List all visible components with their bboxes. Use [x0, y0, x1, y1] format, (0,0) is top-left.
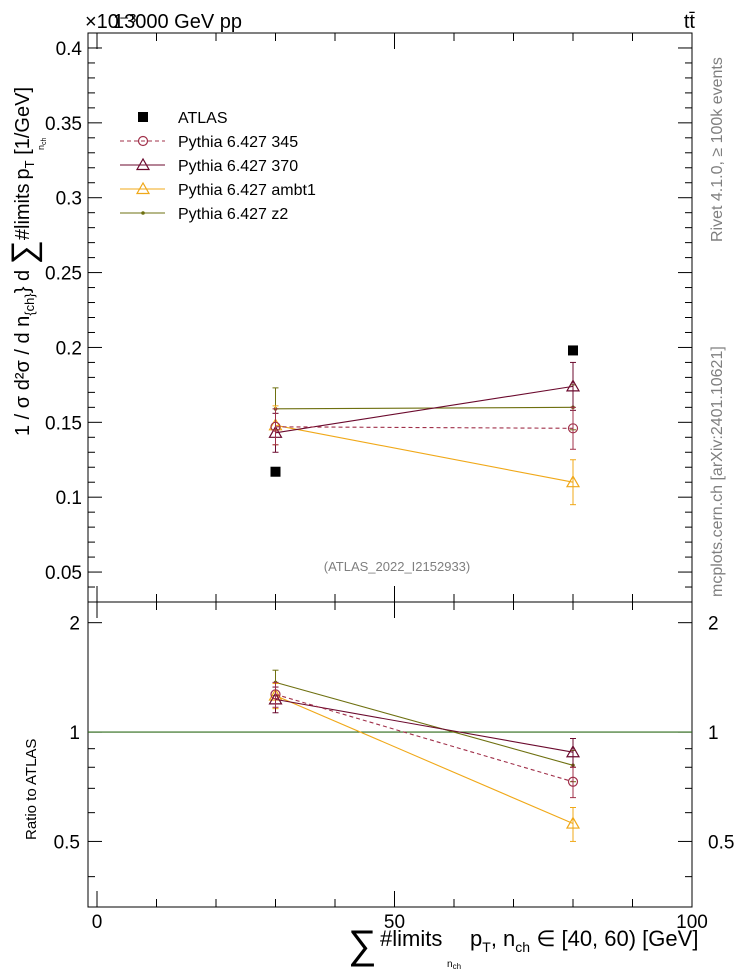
xlabel-p: p — [470, 926, 482, 951]
ylabel-sub2-ch: ch — [41, 137, 48, 145]
ylabel-unit: [1/GeV] — [12, 87, 34, 160]
svg-text:1 / σ d²σ / d n{ch}} d ∑#limit: 1 / σ d²σ / d n{ch}} d ∑#limits pT [1/GeV… — [5, 87, 43, 436]
z2-marker — [141, 211, 145, 215]
ratio-y-tick-label-right: 1 — [708, 723, 719, 744]
ylabel-p: p — [12, 168, 34, 179]
legend-entry-z2: Pythia 6.427 z2 — [178, 206, 288, 223]
p370-marker — [565, 745, 581, 758]
ambt1-marker — [135, 181, 151, 195]
x-axis: 0 50 100 — [92, 33, 708, 933]
xlabel-sum: ∑ — [348, 923, 377, 967]
ylabel-sub2: nch — [36, 137, 48, 150]
x-tick-label: 100 — [676, 912, 708, 933]
p345-line — [275, 426, 574, 429]
main-y-tick-label: 0.35 — [45, 114, 82, 135]
ratio-y-tick-label-right: 0.5 — [708, 832, 734, 853]
ylabel-sub2-n: n — [36, 145, 46, 150]
p370-line — [275, 385, 574, 434]
legend: ATLAS Pythia 6.427 345 Pythia 6.427 370 Pyt… — [120, 110, 316, 223]
main-plot-marks — [268, 345, 581, 506]
ambt1-marker — [565, 475, 581, 488]
ylabel-sub1: {ch} — [22, 293, 37, 316]
z2-line — [275, 681, 574, 766]
ratio-y-axis: 0.5 0.5 1 1 2 2 — [54, 614, 734, 878]
ylabel-mid: } d — [12, 264, 34, 293]
legend-entry-p345: Pythia 6.427 345 — [178, 134, 298, 151]
ratio-y-axis-label: Ratio to ATLAS — [23, 739, 40, 840]
rivet-label: Rivet 4.1.0, ≥ 100k events — [709, 57, 726, 242]
xlabel-sub1-ch: ch — [453, 962, 461, 971]
analysis-label: (ATLAS_2022_I2152933) — [324, 559, 470, 574]
atlas-marker — [568, 345, 578, 356]
p345-line — [275, 693, 574, 783]
ambt1-marker — [565, 816, 581, 829]
x-tick-label: 50 — [384, 912, 405, 933]
x-tick-label: 0 — [92, 912, 103, 933]
p370-line — [275, 698, 574, 753]
ambt1-line — [275, 695, 574, 825]
legend-entry-ambt1: Pythia 6.427 ambt1 — [178, 182, 316, 199]
xlabel-limits: #limits — [380, 926, 442, 951]
xlabel-mid-sub: ch — [515, 939, 530, 955]
p345-marker — [270, 421, 281, 432]
p370-marker — [565, 379, 581, 392]
legend-entry-p370: Pythia 6.427 370 — [178, 158, 298, 175]
main-y-tick-label: 0.3 — [56, 189, 82, 210]
ambt1-line — [275, 424, 574, 483]
xlabel-sub1-n: n — [447, 959, 453, 970]
ylabel-p-sub: T — [22, 160, 37, 168]
ratio-y-tick-label-right: 2 — [708, 614, 719, 635]
mcplots-label: mcplots.cern.ch [arXiv:2401.10621] — [709, 346, 726, 597]
atlas-marker — [270, 466, 281, 477]
process-label: tt̄ — [684, 11, 696, 33]
legend-entry-atlas: ATLAS — [178, 110, 228, 127]
xlabel-sub1: nch — [447, 959, 461, 971]
ratio-plot-marks — [88, 669, 692, 842]
p345-marker — [567, 776, 579, 787]
atlas-marker — [138, 112, 148, 122]
ylabel-limits: #limits — [12, 183, 34, 240]
z2-line — [275, 406, 574, 410]
ratio-y-tick-label: 0.5 — [54, 832, 80, 853]
energy-label: 13000 GeV pp — [113, 11, 242, 33]
ratio-y-tick-label: 2 — [69, 614, 80, 635]
xlabel-p-sub: T — [482, 939, 491, 955]
main-y-tick-label: 0.05 — [45, 563, 82, 584]
p345-marker — [567, 423, 579, 434]
main-y-tick-label: 0.25 — [45, 264, 82, 285]
p345-marker — [137, 135, 149, 147]
ylabel-sum: ∑ — [5, 240, 43, 264]
p345-marker — [270, 689, 281, 700]
exponent-label: ×10⁻³ — [85, 11, 136, 33]
main-y-tick-label: 0.15 — [45, 413, 82, 434]
main-y-axis-label: 1 / σ d²σ / d n{ch}} d ∑#limits pT [1/GeV… — [5, 87, 48, 436]
ylabel-main: 1 / σ d²σ / d n — [12, 316, 34, 436]
main-y-axis: 0.05 0.1 0.15 0.2 0.25 0.3 0.35 0.4 — [45, 32, 692, 603]
main-y-tick-label: 0.2 — [56, 338, 82, 359]
ratio-y-tick-label: 1 — [69, 723, 80, 744]
x-axis-label: ∑ #limits nch pT, nch ∈ [40, 60) [GeV] — [348, 923, 698, 971]
svg-text:pT, nch ∈ [40, 60) [GeV]: pT, nch ∈ [40, 60) [GeV] — [470, 926, 698, 955]
main-y-tick-label: 0.4 — [56, 39, 83, 60]
ratio-plot-frame — [87, 601, 693, 908]
xlabel-end: ∈ [40, 60) [GeV] — [530, 926, 698, 951]
p370-marker — [135, 157, 151, 171]
xlabel-mid: , n — [491, 926, 515, 951]
main-y-tick-label: 0.1 — [56, 488, 82, 509]
